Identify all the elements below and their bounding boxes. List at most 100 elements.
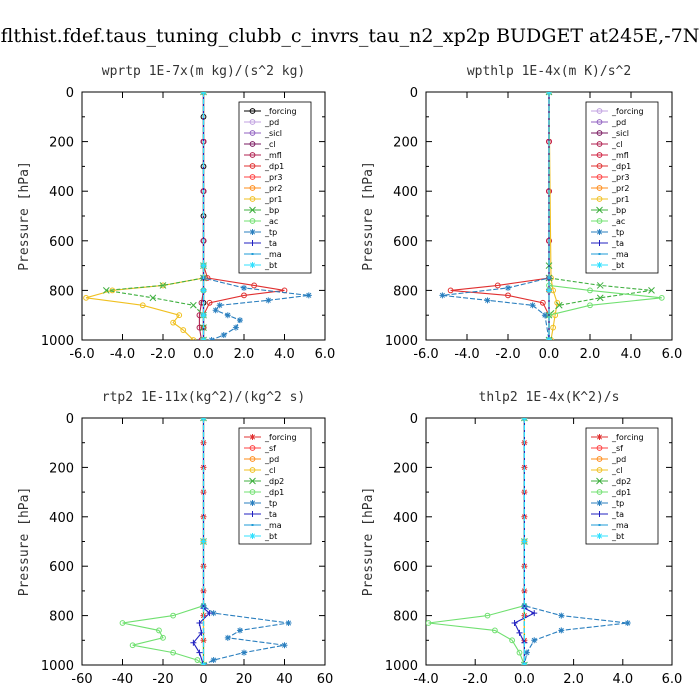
panel-title: rtp2 1E-11x(kg^2)/(kg^2 s) <box>102 390 306 405</box>
legend: _forcing _sf _pd _cl _dp2 _dp1 _tp _ta _ma _bt <box>585 427 659 545</box>
series-group <box>426 418 631 665</box>
legend-swatch-marker <box>249 206 256 214</box>
legend: _forcing _pd _sicl _cl _mfl _dp1 _pr3 _pr2 _pr1 _… <box>585 101 659 274</box>
legend-swatch-marker <box>249 163 256 169</box>
legend-label: _ac <box>264 217 278 226</box>
y-axis-label: Pressure [hPa] <box>361 487 376 597</box>
legend-label: _ta <box>611 239 624 248</box>
legend-swatch-marker <box>249 262 256 268</box>
data-point <box>285 620 292 627</box>
y-tick-label: 1000 <box>41 659 74 674</box>
legend-label: _tp <box>264 228 277 237</box>
data-point <box>220 332 227 339</box>
panel-1: wprtp 1E-7x(m kg)/(s^2 kg) Pressure [hPa]… <box>17 64 335 362</box>
x-tick-label: -2.0 <box>495 347 520 362</box>
data-point <box>523 649 530 656</box>
series-line-tp <box>202 92 309 340</box>
data-point <box>160 634 166 641</box>
data-point <box>521 418 528 421</box>
legend-swatch-marker <box>249 511 256 517</box>
x-tick-label: 0.0 <box>193 347 214 362</box>
data-point <box>200 262 207 269</box>
series-line-dp1 <box>450 92 550 340</box>
legend-swatch-marker <box>249 240 256 246</box>
legend-label: _sicl <box>611 129 629 138</box>
x-tick-label: 20 <box>236 672 253 687</box>
legend-swatch-marker <box>249 533 256 539</box>
y-tick-label: 800 <box>49 284 74 299</box>
y-tick-label: 600 <box>49 560 74 575</box>
data-point <box>200 287 207 294</box>
legend-swatch-marker <box>249 218 256 224</box>
data-point <box>426 620 432 626</box>
legend-label: _pd <box>264 118 279 127</box>
y-tick-label: 400 <box>393 511 418 526</box>
data-point <box>200 662 207 665</box>
data-point <box>210 610 217 617</box>
data-point <box>546 337 552 340</box>
data-point <box>129 642 136 649</box>
data-point <box>216 302 223 309</box>
legend-label: _sf <box>611 444 623 453</box>
legend-label: _pd <box>611 118 626 127</box>
data-point <box>251 282 258 289</box>
y-tick-label: 1000 <box>385 334 418 349</box>
legend-swatch-marker <box>249 489 256 495</box>
series-line-pr1 <box>548 92 558 340</box>
legend: _forcing _pd _sicl _cl _mfl _dp1 _pr3 _pr2 _pr1 _… <box>238 101 312 274</box>
y-tick-label: 400 <box>49 511 74 526</box>
y-tick-label: 600 <box>393 560 418 575</box>
x-tick-label: -2.0 <box>463 672 488 687</box>
x-tick-label: 6.0 <box>662 347 683 362</box>
legend-swatch-marker <box>596 163 603 169</box>
data-point <box>159 282 167 289</box>
legend-label: _ma <box>264 250 282 259</box>
y-tick-label: 200 <box>49 461 74 476</box>
data-point <box>196 649 203 656</box>
data-point <box>491 627 498 634</box>
legend-label: _pr2 <box>264 184 282 193</box>
legend-swatch-marker <box>251 524 254 526</box>
series-line-tp <box>202 418 289 665</box>
data-point <box>539 299 546 306</box>
data-point <box>241 292 247 299</box>
legend-swatch-marker <box>598 253 601 255</box>
legend-swatch-marker <box>596 229 603 235</box>
data-point <box>624 620 631 627</box>
panel-4: thlp2 1E-4x(K^2)/s Pressure [hPa] 0 200 400 6… <box>361 390 682 687</box>
legend-swatch-marker <box>596 185 603 191</box>
data-point <box>555 301 563 309</box>
legend-swatch-marker <box>249 229 256 235</box>
legend-label: _bp <box>264 206 279 215</box>
legend-label: _bp <box>611 206 626 215</box>
y-tick-label: 0 <box>410 86 418 101</box>
data-point <box>119 620 126 626</box>
x-tick-label: -6.0 <box>69 347 94 362</box>
data-point <box>109 287 116 294</box>
legend-label: _sicl <box>264 129 282 138</box>
y-tick-label: 200 <box>393 136 418 151</box>
data-point <box>224 634 231 641</box>
legend-label: _pr1 <box>264 195 282 204</box>
data-point <box>558 627 565 634</box>
legend-label: _dp1 <box>611 488 631 497</box>
legend-swatch-marker <box>596 477 603 485</box>
legend-label: _forcing <box>264 107 297 116</box>
panel-title: wpthlp 1E-4x(m K)/s^2 <box>467 64 631 79</box>
legend-label: _bt <box>611 532 624 541</box>
data-point <box>494 282 501 289</box>
data-point <box>224 312 231 319</box>
x-tick-label: 0 <box>199 672 207 687</box>
x-tick-label: -60 <box>71 672 92 687</box>
legend-swatch-marker <box>249 185 256 191</box>
legend-label: _pd <box>264 455 279 464</box>
x-tick-label: 0.0 <box>539 347 560 362</box>
legend-swatch-marker <box>249 130 256 136</box>
x-tick-label: 2.0 <box>580 347 601 362</box>
x-tick-label: -4.0 <box>110 347 135 362</box>
legend-swatch-marker <box>596 108 603 114</box>
legend-swatch-marker <box>249 500 256 506</box>
legend-label: _mfl <box>611 151 629 160</box>
series-group <box>83 92 312 340</box>
